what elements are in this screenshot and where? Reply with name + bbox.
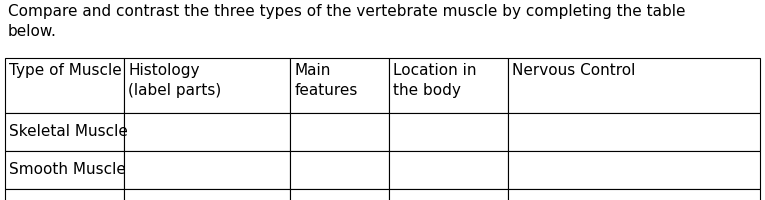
Bar (291, 189, 389, 200)
Text: Type of Muscle: Type of Muscle (9, 63, 122, 78)
Bar (389, 58, 508, 113)
Bar (124, 58, 291, 113)
Bar (389, 189, 508, 200)
Bar (124, 189, 291, 200)
Text: Histology
(label parts): Histology (label parts) (129, 63, 222, 98)
Text: Compare and contrast the three types of the vertebrate muscle by completing the : Compare and contrast the three types of … (8, 4, 685, 39)
Text: Smooth Muscle: Smooth Muscle (9, 162, 126, 178)
Bar (5, 189, 124, 200)
Bar (508, 151, 760, 189)
Bar (291, 113, 389, 151)
Bar (291, 58, 389, 113)
Bar (5, 113, 124, 151)
Text: Skeletal Muscle: Skeletal Muscle (9, 124, 128, 140)
Bar (124, 113, 291, 151)
Bar (389, 113, 508, 151)
Bar (389, 151, 508, 189)
Text: Location in
the body: Location in the body (392, 63, 476, 98)
Bar (124, 151, 291, 189)
Bar (508, 58, 760, 113)
Bar (508, 113, 760, 151)
Bar (5, 58, 124, 113)
Bar (5, 151, 124, 189)
Bar (508, 189, 760, 200)
Bar (291, 151, 389, 189)
Text: Nervous Control: Nervous Control (512, 63, 635, 78)
Text: Main
features: Main features (295, 63, 358, 98)
